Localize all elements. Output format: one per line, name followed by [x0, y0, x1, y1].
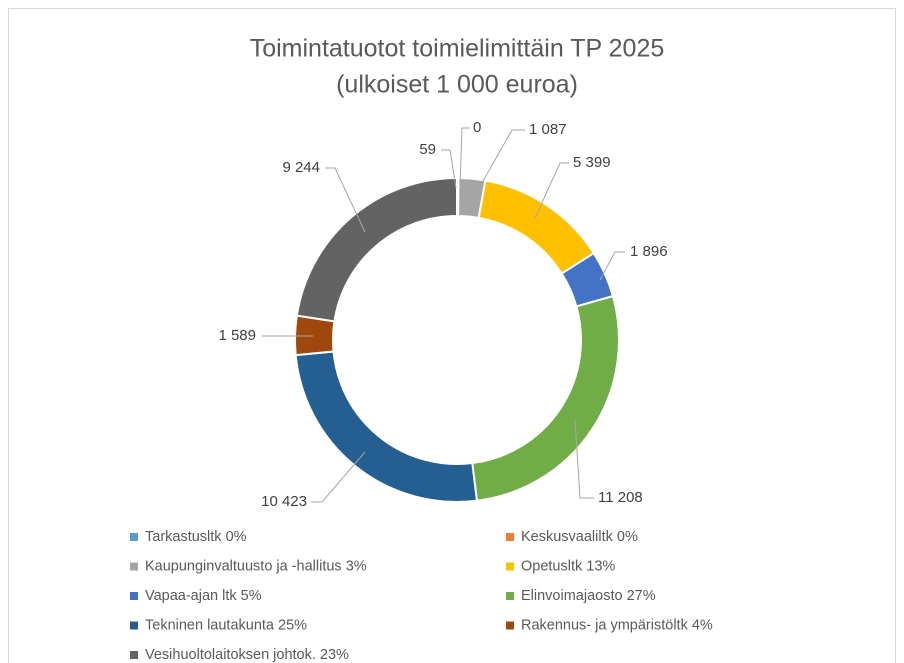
- doughnut-segment: [294, 314, 336, 357]
- legend-swatch: [506, 621, 514, 630]
- data-label: 1 896: [630, 243, 668, 260]
- data-label: 1 087: [529, 121, 567, 138]
- legend-label: Keskusvaaliltk 0%: [521, 529, 638, 545]
- data-label: 10 423: [261, 493, 307, 510]
- legend-label: Tekninen lautakunta 25%: [145, 617, 307, 633]
- chart-subtitle: (ulkoiset 1 000 euroa): [336, 71, 578, 99]
- legend-label: Rakennus- ja ympäristöltk 4%: [521, 617, 713, 633]
- leader-line: [477, 129, 525, 191]
- legend-swatch: [506, 562, 514, 571]
- legend-swatch: [130, 651, 138, 659]
- data-label: 5 399: [573, 154, 611, 171]
- leader-line: [311, 451, 366, 503]
- data-label: 0: [473, 119, 481, 136]
- legend-swatch: [130, 562, 138, 571]
- legend-swatch: [130, 592, 138, 600]
- legend-label: Vesihuoltolaitoksen johtok. 23%: [145, 647, 349, 663]
- legend-label: Opetusltk 13%: [521, 558, 615, 574]
- leader-line: [441, 149, 457, 189]
- data-label: 59: [419, 141, 436, 158]
- legend-swatch: [506, 533, 514, 541]
- leader-line: [599, 251, 625, 281]
- data-label: 11 208: [598, 489, 643, 506]
- legend-swatch: [130, 621, 138, 630]
- legend-swatch: [506, 592, 514, 600]
- leader-line: [534, 162, 569, 219]
- data-label: 1 589: [218, 327, 256, 344]
- legend-label: Tarkastusltk 0%: [145, 529, 247, 545]
- chart-border: [8, 8, 896, 663]
- doughnut-segment: [295, 176, 458, 323]
- leader-line: [325, 167, 366, 233]
- leader-line: [574, 419, 594, 499]
- data-label: 9 244: [282, 159, 320, 176]
- legend-label: Elinvoimajaosto 27%: [521, 588, 656, 604]
- leader-line: [459, 127, 470, 187]
- legend-label: Vapaa-ajan ltk 5%: [145, 588, 262, 604]
- legend-swatch: [130, 533, 138, 541]
- chart-title: Toimintatuotot toimielimittäin TP 2025: [250, 35, 665, 63]
- legend-label: Kaupunginvaltuusto ja -hallitus 3%: [145, 558, 367, 574]
